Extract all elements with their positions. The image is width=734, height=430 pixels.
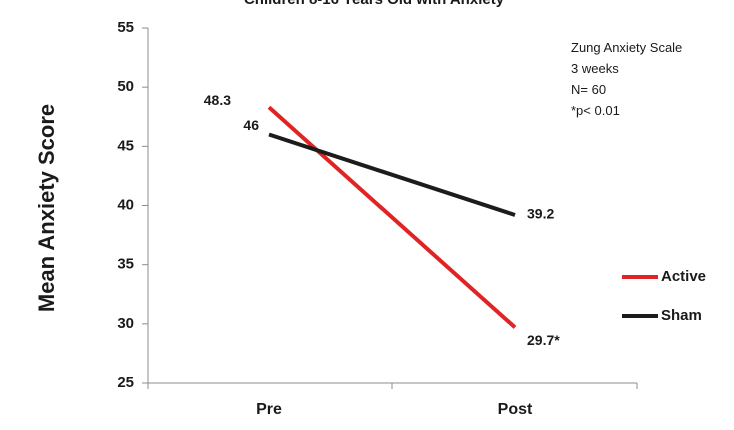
- data-label: 48.3: [204, 92, 231, 108]
- y-tick-label: 35: [117, 256, 134, 273]
- chart-title: Children 8-16 Years Old with Anxiety: [244, 0, 505, 8]
- legend-item-sham: Sham: [622, 307, 702, 324]
- series-layer: 48.3 29.7* 46 39.2: [204, 92, 560, 348]
- y-axis-label: Mean Anxiety Score: [34, 104, 59, 312]
- annotation-scale: Zung Anxiety Scale: [571, 40, 682, 55]
- legend: Active Sham: [622, 268, 706, 324]
- series-sham: 46 39.2: [243, 117, 554, 221]
- data-label: 29.7*: [527, 332, 560, 348]
- y-tick-label: 25: [117, 374, 134, 391]
- series-line-sham: [268, 132, 516, 217]
- annotation-block: Zung Anxiety Scale 3 weeks N= 60 *p< 0.0…: [571, 40, 682, 118]
- x-tick-label: Pre: [256, 401, 282, 418]
- y-tick-label: 55: [117, 19, 134, 36]
- series-active: 48.3 29.7*: [204, 92, 560, 348]
- y-axis-ticks: 25 30 35 40 45 50 55: [117, 19, 148, 391]
- data-label: 39.2: [527, 206, 554, 222]
- annotation-significance: *p< 0.01: [571, 103, 620, 118]
- x-tick-label: Post: [498, 401, 533, 418]
- series-line-active: [267, 105, 517, 329]
- legend-label: Active: [661, 268, 706, 285]
- legend-label: Sham: [661, 307, 702, 324]
- y-tick-label: 45: [117, 137, 134, 154]
- annotation-duration: 3 weeks: [571, 61, 619, 76]
- y-tick-label: 30: [117, 315, 134, 332]
- legend-item-active: Active: [622, 268, 706, 285]
- y-tick-label: 50: [117, 78, 134, 95]
- data-label: 46: [243, 117, 259, 133]
- annotation-sample-size: N= 60: [571, 82, 606, 97]
- x-axis-ticks: Pre Post: [147, 383, 638, 418]
- y-tick-label: 40: [117, 196, 134, 213]
